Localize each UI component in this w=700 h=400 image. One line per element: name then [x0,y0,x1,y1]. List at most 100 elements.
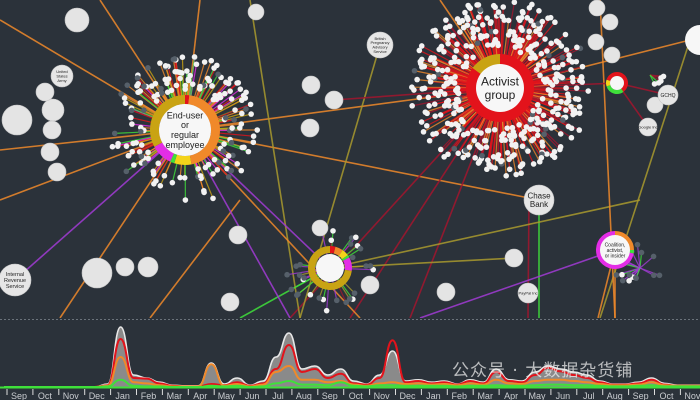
entity-node-google-inc[interactable]: Google Inc [638,117,658,137]
satellite-node[interactable] [555,111,561,118]
satellite-node[interactable] [138,142,145,148]
satellite-node[interactable] [208,57,215,64]
satellite-node[interactable] [455,150,462,157]
satellite-node[interactable] [490,2,497,9]
satellite-node[interactable] [444,120,451,127]
satellite-node[interactable] [484,15,490,21]
satellite-node[interactable] [444,67,451,73]
satellite-node[interactable] [495,42,501,49]
satellite-node[interactable] [462,9,468,16]
satellite-node[interactable] [504,125,511,131]
satellite-node[interactable] [433,33,440,39]
satellite-node[interactable] [518,14,525,21]
satellite-node[interactable] [538,50,545,57]
satellite-node[interactable] [512,44,519,50]
satellite-node[interactable] [544,151,550,157]
satellite-node[interactable] [165,76,172,82]
satellite-node[interactable] [411,67,418,74]
satellite-node[interactable] [453,133,460,140]
satellite-node[interactable] [453,47,460,54]
satellite-node[interactable] [452,121,459,127]
satellite-node[interactable] [284,271,290,278]
satellite-node[interactable] [153,98,160,104]
satellite-node[interactable] [516,121,522,128]
satellite-node[interactable] [478,145,484,151]
satellite-node[interactable] [512,143,519,150]
satellite-node[interactable] [573,85,580,91]
satellite-node[interactable] [447,130,453,137]
satellite-node[interactable] [460,63,467,70]
satellite-node[interactable] [562,31,569,38]
satellite-node[interactable] [420,129,427,135]
satellite-node[interactable] [551,154,558,161]
satellite-node[interactable] [124,82,131,88]
satellite-node[interactable] [419,56,425,63]
satellite-node[interactable] [548,117,555,123]
entity-node[interactable] [228,225,248,245]
satellite-node[interactable] [576,104,583,110]
satellite-node[interactable] [430,28,436,34]
satellite-node[interactable] [444,81,451,87]
satellite-node[interactable] [508,137,515,143]
satellite-node[interactable] [559,74,566,81]
satellite-node[interactable] [533,66,540,73]
satellite-node[interactable] [507,28,514,35]
satellite-node[interactable] [465,151,471,158]
satellite-node[interactable] [468,43,475,50]
satellite-node[interactable] [463,53,470,60]
satellite-node[interactable] [296,272,303,278]
satellite-node[interactable] [500,131,507,137]
satellite-node[interactable] [439,67,446,74]
satellite-node[interactable] [547,79,553,86]
satellite-node[interactable] [503,173,510,179]
satellite-node[interactable] [238,121,245,127]
satellite-node[interactable] [576,127,583,133]
satellite-node[interactable] [517,43,523,49]
satellite-node[interactable] [419,63,426,70]
satellite-node[interactable] [250,139,257,146]
satellite-node[interactable] [216,91,223,98]
satellite-node[interactable] [555,39,562,46]
satellite-node[interactable] [138,153,145,160]
satellite-node[interactable] [482,137,489,144]
satellite-node[interactable] [552,19,558,26]
satellite-node[interactable] [533,28,539,35]
satellite-node[interactable] [563,107,569,113]
satellite-node[interactable] [125,152,132,159]
satellite-node[interactable] [231,116,237,123]
satellite-node[interactable] [519,161,526,167]
satellite-node[interactable] [526,28,533,35]
satellite-node[interactable] [171,56,178,62]
satellite-node[interactable] [193,61,200,68]
satellite-node[interactable] [505,17,512,24]
satellite-node[interactable] [528,50,535,56]
satellite-node[interactable] [215,71,221,78]
satellite-node[interactable] [559,117,566,123]
satellite-node[interactable] [450,32,456,39]
entity-node[interactable] [504,248,524,268]
satellite-node[interactable] [351,290,358,296]
satellite-node[interactable] [448,59,454,66]
satellite-node[interactable] [211,156,218,163]
satellite-node[interactable] [234,80,240,86]
satellite-node[interactable] [491,126,498,133]
satellite-node[interactable] [212,92,218,99]
satellite-node[interactable] [137,100,144,106]
satellite-node[interactable] [216,159,222,166]
satellite-node[interactable] [134,75,141,81]
satellite-node[interactable] [495,9,502,15]
satellite-node[interactable] [446,23,453,30]
satellite-node[interactable] [545,87,552,93]
satellite-node[interactable] [128,107,135,114]
satellite-node[interactable] [563,47,570,53]
network-graph[interactable]: End-user or regular employee Activist group Co… [0,0,700,318]
satellite-node[interactable] [141,83,147,90]
satellite-node[interactable] [353,234,359,241]
satellite-node[interactable] [483,144,490,150]
satellite-node[interactable] [239,110,245,117]
satellite-node[interactable] [128,114,134,121]
satellite-node[interactable] [109,143,116,150]
satellite-node[interactable] [470,54,476,61]
satellite-node[interactable] [456,19,463,26]
satellite-node[interactable] [323,307,330,314]
